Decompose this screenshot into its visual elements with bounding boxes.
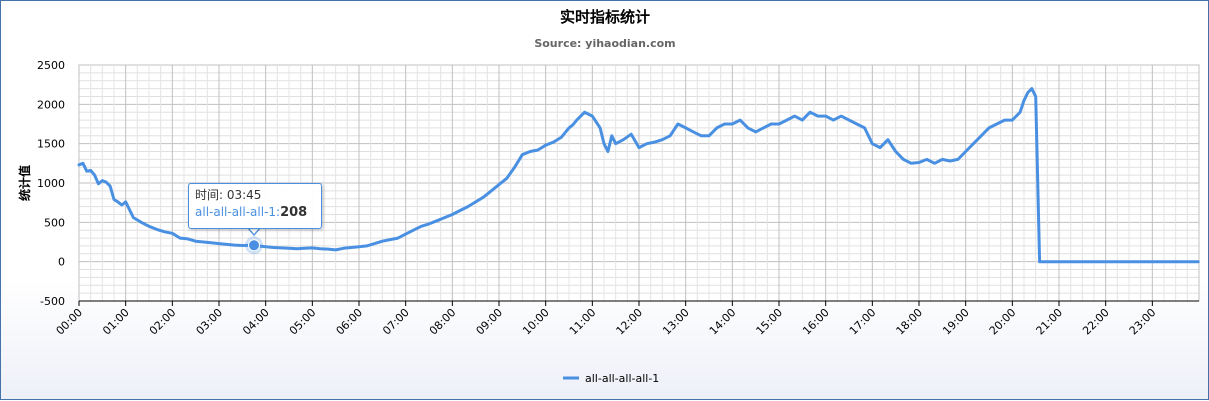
- x-tick-label: 22:00: [1080, 306, 1112, 338]
- x-tick-label: 08:00: [427, 306, 459, 338]
- x-tick-label: 14:00: [707, 306, 739, 338]
- x-tick-label: 16:00: [800, 306, 832, 338]
- x-tick-label: 17:00: [847, 306, 879, 338]
- x-tick-label: 21:00: [1034, 306, 1066, 338]
- series-layer[interactable]: [77, 87, 1200, 264]
- y-axis-title: 统计值: [17, 165, 32, 201]
- x-tick-label: 10:00: [520, 306, 552, 338]
- series-line[interactable]: [77, 87, 1200, 264]
- x-tick-label: 07:00: [380, 306, 412, 338]
- x-tick-label: 03:00: [194, 306, 226, 338]
- x-tick-label: 19:00: [940, 306, 972, 338]
- chart-title: 实时指标统计: [560, 8, 650, 26]
- tooltip-value: 208: [280, 205, 308, 220]
- x-tick-label: 11:00: [567, 306, 599, 338]
- x-tick-label: 00:00: [54, 306, 86, 338]
- x-tick-label: 15:00: [754, 306, 786, 338]
- chart-subtitle: Source: yihaodian.com: [534, 37, 675, 50]
- y-tick-label: 2500: [37, 59, 65, 72]
- x-tick-label: 20:00: [987, 306, 1019, 338]
- x-tick-label: 01:00: [100, 306, 132, 338]
- x-tick-label: 06:00: [334, 306, 366, 338]
- y-tick-label: -500: [40, 295, 65, 308]
- legend-item-label[interactable]: all-all-all-all-1: [585, 372, 659, 385]
- legend[interactable]: all-all-all-all-1: [563, 372, 659, 385]
- data-tooltip: 时间: 03:45 all-all-all-all-1:208: [188, 183, 322, 229]
- x-tick-label: 13:00: [660, 306, 692, 338]
- y-tick-label: 500: [44, 216, 65, 229]
- x-tick-label: 02:00: [147, 306, 179, 338]
- tooltip-arrow-inner: [248, 227, 260, 234]
- x-tick-label: 04:00: [240, 306, 272, 338]
- hover-data-point[interactable]: [248, 239, 260, 252]
- y-tick-label: 2000: [37, 98, 65, 111]
- axis-layer: -500 0 500 1000 1500 2000 2500 00:00 01:00 02:00 0…: [37, 59, 1199, 338]
- y-tick-label: 0: [58, 256, 65, 269]
- y-tick-label: 1000: [37, 177, 65, 190]
- x-tick-label: 05:00: [287, 306, 319, 338]
- tooltip-series-name: all-all-all-all-1:: [195, 205, 281, 219]
- x-tick-label: 23:00: [1127, 306, 1159, 338]
- x-tick-label: 18:00: [894, 306, 926, 338]
- x-tick-label: 09:00: [474, 306, 506, 338]
- tooltip-time: 时间: 03:45: [195, 188, 262, 202]
- y-tick-label: 1500: [37, 138, 65, 151]
- x-tick-label: 12:00: [614, 306, 646, 338]
